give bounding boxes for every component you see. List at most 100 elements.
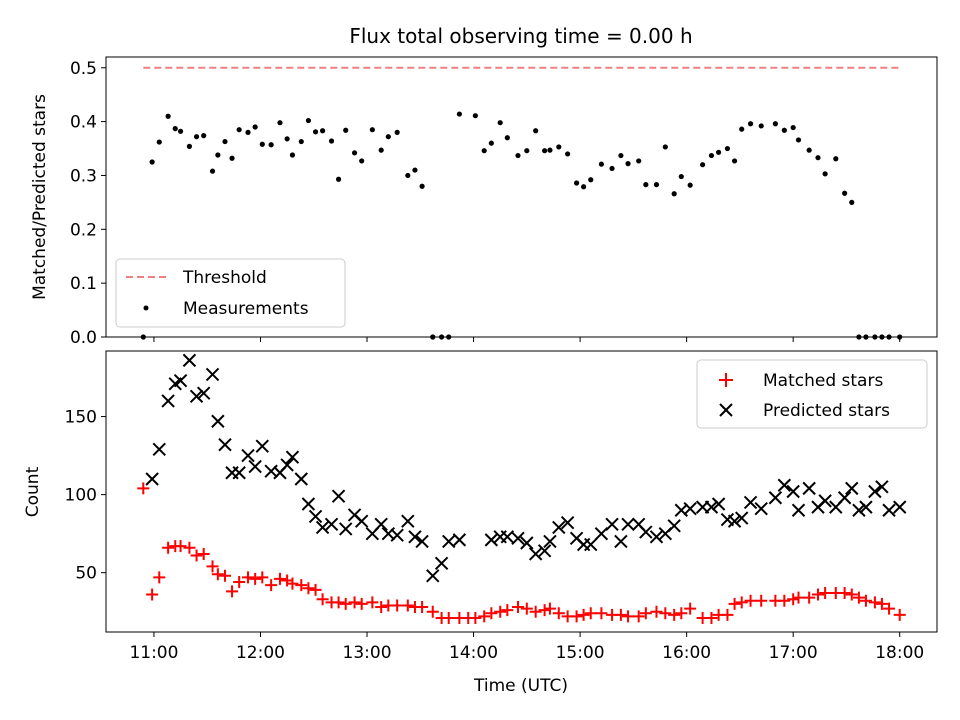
matched-star-point (744, 594, 757, 607)
top-x-ticks (153, 337, 901, 342)
predicted-star-point (354, 514, 369, 528)
matched-star-point (233, 576, 246, 589)
top-y-tick-label: 0.1 (70, 274, 97, 294)
measurement-point (790, 124, 796, 131)
measurement-point (343, 127, 349, 133)
measurement-point (385, 134, 391, 140)
predicted-star-point (859, 500, 873, 514)
measurement-point (172, 126, 178, 132)
top-y-axis-label: Matched/Predicted stars (30, 94, 50, 300)
predicted-star-point (232, 466, 246, 480)
x-tick-label: 18:00 (875, 643, 924, 663)
matched-star-point (659, 607, 672, 620)
matched-star-point (543, 602, 556, 615)
predicted-star-point (605, 517, 619, 531)
measurement-point (806, 147, 812, 153)
matched-star-point (650, 605, 663, 618)
matched-star-point (803, 591, 816, 604)
predicted-star-point (374, 517, 388, 531)
predicted-star-point (875, 480, 889, 494)
bottom-plot-frame (105, 350, 938, 633)
measurement-point (842, 190, 848, 196)
top-y-tick-label: 0.4 (70, 113, 97, 133)
measurement-point (581, 184, 587, 190)
measurement-point (822, 171, 828, 177)
measurement-point (849, 199, 855, 205)
matched-star-point (197, 547, 210, 560)
measurement-point (259, 141, 265, 147)
predicted-star-point (649, 530, 664, 544)
predicted-star-point (173, 373, 188, 388)
predicted-star-point (442, 534, 456, 549)
matched-star-point (520, 602, 533, 615)
legend-predicted-label: Predicted stars (763, 401, 890, 421)
x-tick-label: 11:00 (129, 643, 178, 663)
matched-star-point (584, 607, 597, 620)
measurement-point (678, 173, 684, 180)
predicted-star-point (145, 472, 159, 486)
matched-star-point (416, 601, 429, 614)
measurement-point (319, 128, 326, 134)
measurement-point (504, 135, 510, 141)
matched-star-point (705, 611, 718, 624)
measurement-point (708, 152, 715, 159)
measurement-point (863, 334, 869, 340)
predicted-star-point (683, 501, 697, 516)
predicted-star-point (196, 386, 211, 400)
predicted-star-point (205, 367, 220, 382)
x-tick-label: 16:00 (662, 643, 711, 663)
measurement-point (305, 117, 312, 124)
predicted-star-point (893, 500, 907, 514)
predicted-star-point (818, 494, 832, 508)
measurement-point (149, 159, 155, 165)
matched-star-point (265, 579, 278, 592)
predicted-star-point (735, 511, 749, 525)
predicted-star-point (743, 495, 758, 510)
measurement-point (588, 177, 594, 183)
matched-star-point (146, 588, 159, 601)
measurement-point (879, 334, 885, 340)
measurement-point (328, 138, 335, 144)
matched-star-point (339, 597, 352, 610)
predicted-star-point (786, 484, 800, 499)
matched-star-point (137, 482, 150, 495)
measurement-point (856, 334, 862, 340)
x-tick-label: 17:00 (769, 643, 818, 663)
measurement-point (598, 161, 605, 167)
predicted-star-point (584, 537, 598, 552)
matched-star-point (622, 610, 635, 623)
matched-star-point (153, 571, 166, 584)
measurement-point (625, 161, 631, 167)
measurement-point (298, 138, 304, 145)
predicted-star-point (434, 556, 449, 571)
matched-star-point (778, 594, 791, 607)
measurement-point (351, 150, 358, 156)
measurement-point (497, 120, 503, 126)
measurement-point (140, 334, 146, 340)
predicted-star-point (560, 516, 575, 530)
measurement-point (542, 148, 548, 154)
measurement-point (636, 158, 642, 164)
measurement-point (201, 133, 207, 139)
measurement-point (186, 143, 193, 149)
measurement-point (284, 136, 290, 142)
matched-star-point (632, 610, 645, 623)
top-y-tick-label: 0.0 (70, 328, 97, 348)
measurement-point (671, 191, 677, 197)
predicted-star-point (754, 501, 768, 516)
predicted-star-point (639, 525, 653, 539)
measurement-point (312, 129, 319, 135)
matched-star-point (391, 599, 404, 612)
measurement-point (573, 180, 580, 186)
legend-matched-swatch (719, 373, 733, 387)
matched-star-point (249, 572, 262, 585)
predicted-star-point (218, 437, 232, 452)
matched-star-point (538, 604, 551, 617)
measurement-point (795, 137, 802, 143)
matched-star-point (348, 596, 361, 609)
measurement-point (488, 140, 494, 146)
top-y-tick-label: 0.5 (70, 59, 97, 79)
predicted-star-point (248, 459, 262, 474)
measurement-point (438, 334, 445, 340)
predicted-star-point (285, 450, 300, 464)
